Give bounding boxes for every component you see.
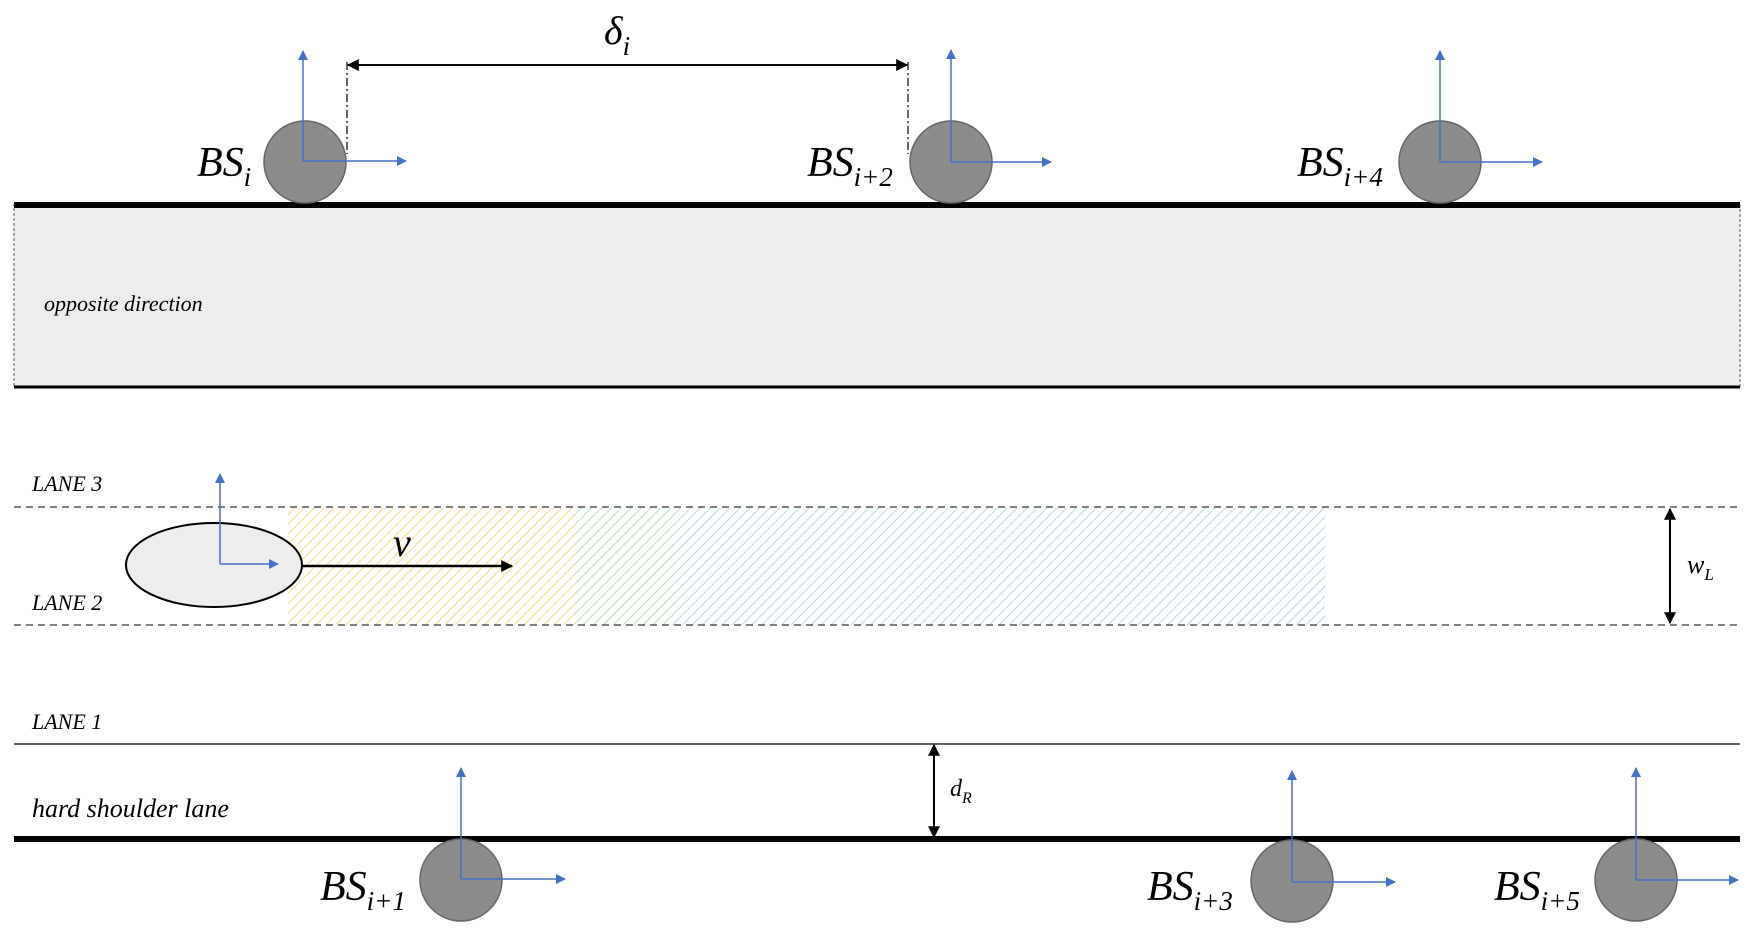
bs-label: BSi+2 bbox=[807, 140, 893, 192]
delta-label: δi bbox=[604, 8, 630, 61]
vehicle-body bbox=[125, 522, 303, 608]
coverage-region-blue bbox=[675, 508, 1325, 625]
base-station-bs-i2: BSi+2 bbox=[807, 49, 1052, 204]
bs-label: BSi+5 bbox=[1494, 864, 1580, 916]
base-station-bs-i3: BSi+3 bbox=[1147, 770, 1396, 923]
lane-1-label: LANE 1 bbox=[31, 709, 102, 734]
hard-shoulder-label: hard shoulder lane bbox=[32, 794, 229, 823]
base-station-bs-i4: BSi+4 bbox=[1297, 50, 1543, 204]
bs-label: BSi+4 bbox=[1297, 140, 1383, 192]
base-station-bs-i5: BSi+5 bbox=[1494, 767, 1739, 922]
delta-label-sub: i bbox=[623, 31, 631, 61]
base-station-bs-i: BSi bbox=[197, 50, 407, 204]
opposite-direction-label: opposite direction bbox=[44, 291, 203, 316]
lane-2-label: LANE 2 bbox=[31, 590, 102, 615]
bs-label: BSi bbox=[197, 140, 251, 192]
bs-label: BSi+3 bbox=[1147, 864, 1233, 916]
coverage-region-overlap bbox=[574, 508, 675, 625]
base-station-bs-i1: BSi+1 bbox=[320, 767, 566, 922]
bs-label: BSi+1 bbox=[320, 864, 406, 916]
road-distance-label: dR bbox=[950, 776, 972, 807]
velocity-label: v bbox=[393, 520, 411, 565]
bs-node bbox=[263, 120, 347, 204]
opposite-direction-road bbox=[13, 204, 1741, 388]
lane-3-label: LANE 3 bbox=[31, 471, 102, 496]
vehicle: v bbox=[125, 473, 514, 608]
lane-width-label: wL bbox=[1687, 550, 1714, 584]
